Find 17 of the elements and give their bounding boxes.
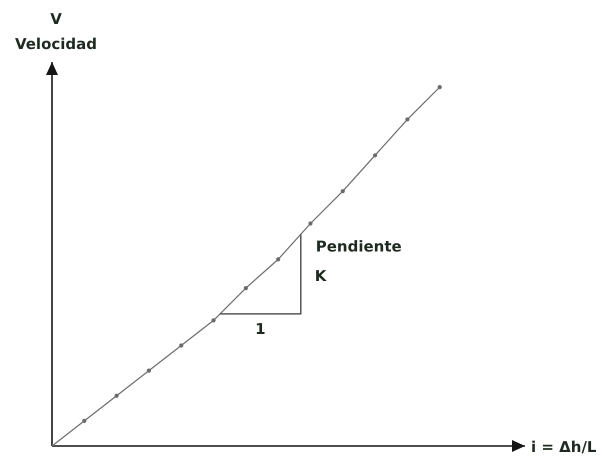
point bbox=[372, 153, 378, 158]
point bbox=[340, 189, 345, 194]
point bbox=[438, 85, 442, 90]
annotation: Pendiente bbox=[316, 237, 402, 256]
point bbox=[276, 257, 280, 262]
annotation: K bbox=[314, 267, 328, 286]
point bbox=[211, 318, 216, 322]
point bbox=[244, 286, 248, 290]
point bbox=[405, 117, 410, 122]
point bbox=[179, 343, 184, 348]
point bbox=[308, 221, 313, 226]
annotation: 1 bbox=[255, 320, 266, 338]
point bbox=[82, 418, 86, 423]
point bbox=[146, 368, 152, 373]
point bbox=[114, 394, 119, 398]
text: i = Δh/L bbox=[531, 438, 597, 456]
y-axis-title: V Velocidad bbox=[14, 10, 98, 53]
